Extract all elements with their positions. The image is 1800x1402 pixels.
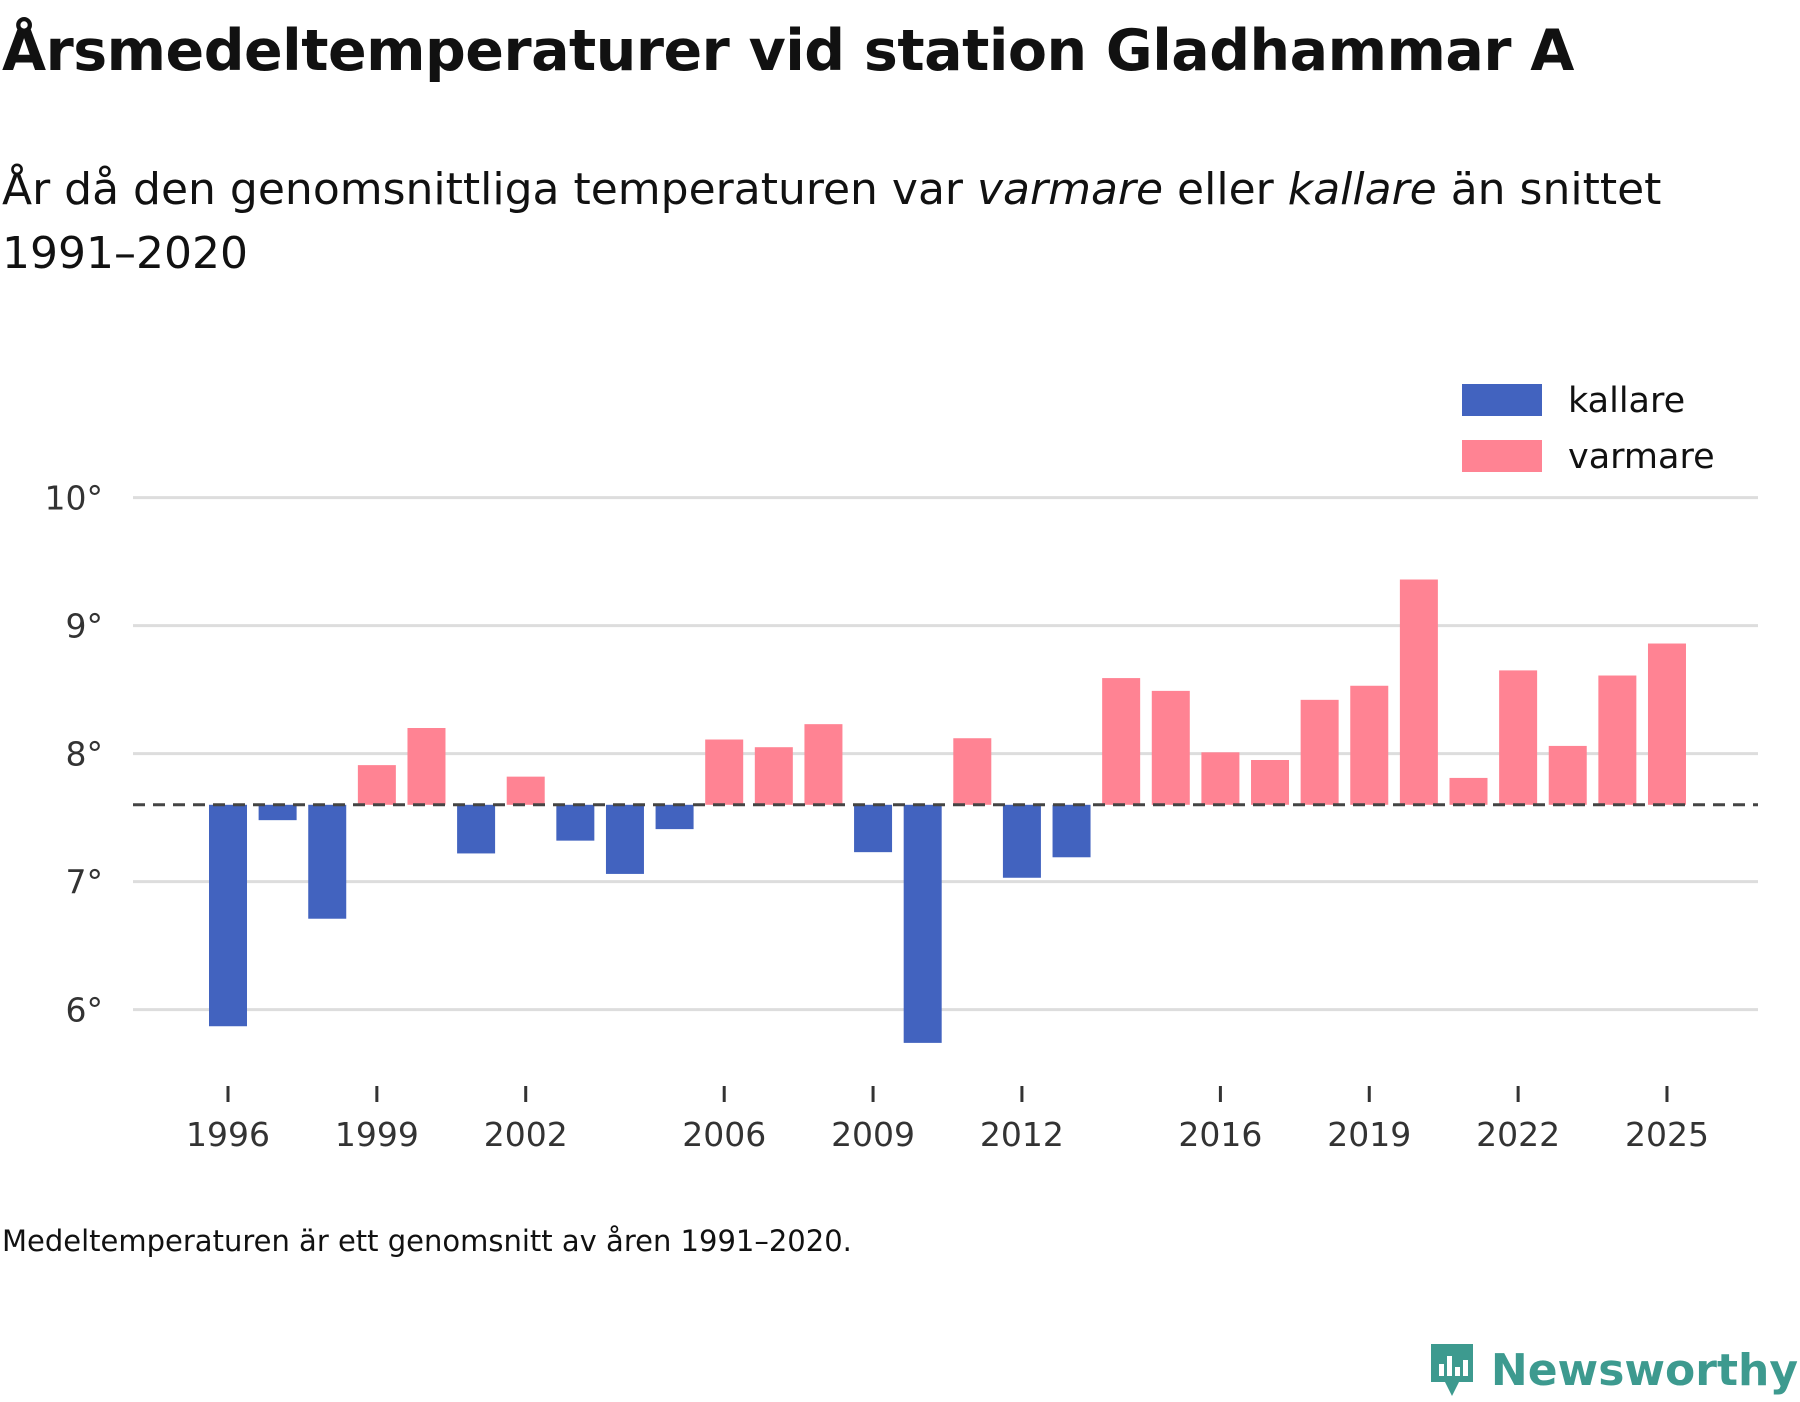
x-tick-label: 2019 [1327, 1115, 1411, 1154]
bar-2016 [1201, 752, 1240, 805]
y-tick-label: 6° [66, 991, 104, 1030]
x-tick-label: 2016 [1178, 1115, 1262, 1154]
legend-swatch-kallare [1462, 384, 1542, 416]
bar-2015 [1151, 690, 1190, 805]
footnote: Medeltemperaturen är ett genomsnitt av å… [2, 1224, 852, 1258]
bar-2022 [1499, 670, 1538, 805]
subtitle-text-3: än snittet 1991–2020 [2, 164, 1662, 279]
brand-name: Newsworthy [1490, 1344, 1798, 1396]
x-tick-label: 1999 [335, 1115, 419, 1154]
subtitle-text-2: eller [1163, 164, 1288, 215]
bars [209, 579, 1686, 1043]
subtitle-cold-word: kallare [1287, 164, 1437, 215]
x-tick-label: 2025 [1625, 1115, 1709, 1154]
y-axis-labels: 6° 7° 8° 9° 10° [45, 479, 104, 1030]
y-tick-label: 9° [66, 607, 104, 646]
temperature-bar-chart: 6° 7° 8° 9° 10° 1996 1999 2002 2006 2009 2012 2016… [45, 381, 1758, 1154]
bar-1998 [308, 804, 347, 919]
bar-2023 [1548, 745, 1587, 805]
bar-2010 [903, 804, 942, 1043]
grid-lines [133, 496, 1758, 1012]
bar-2011 [953, 738, 992, 805]
bar-1999 [357, 765, 396, 805]
bar-2004 [605, 804, 644, 874]
bar-2006 [705, 739, 744, 805]
bar-2021 [1449, 777, 1488, 805]
bar-2020 [1399, 579, 1438, 805]
bar-2000 [407, 728, 446, 805]
chart-subtitle: År då den genomsnittliga temperaturen va… [2, 158, 1702, 286]
legend-label-varmare: varmare [1568, 437, 1715, 477]
subtitle-warm-word: varmare [976, 164, 1164, 215]
x-tick-label: 2006 [682, 1115, 766, 1154]
bar-2002 [506, 776, 545, 805]
bar-2005 [655, 804, 694, 830]
x-tick-label: 2022 [1476, 1115, 1560, 1154]
bar-2018 [1300, 699, 1339, 805]
bar-2024 [1598, 675, 1637, 805]
bar-2009 [854, 804, 893, 853]
bar-2013 [1052, 804, 1091, 858]
x-axis: 1996 1999 2002 2006 2009 2012 2016 2019 2022 2025 [186, 1086, 1709, 1154]
bar-2003 [556, 804, 595, 841]
legend-swatch-varmare [1462, 440, 1542, 472]
x-tick-label: 1996 [186, 1115, 270, 1154]
x-tick-label: 2002 [484, 1115, 568, 1154]
chart-title: Årsmedeltemperaturer vid station Gladham… [2, 18, 1574, 84]
bar-2008 [804, 724, 843, 805]
bar-2001 [457, 804, 496, 854]
bar-2012 [1002, 804, 1041, 878]
y-tick-label: 7° [66, 863, 104, 902]
x-tick-label: 2012 [980, 1115, 1064, 1154]
bar-2014 [1102, 678, 1141, 805]
legend: kallare varmare [1462, 381, 1715, 477]
bar-2025 [1647, 643, 1686, 805]
brand-logo[interactable]: Newsworthy [1427, 1338, 1798, 1402]
bar-2007 [754, 747, 793, 805]
newsworthy-logo-icon [1430, 1344, 1473, 1396]
subtitle-text-1: År då den genomsnittliga temperaturen va… [2, 164, 977, 215]
bar-1996 [209, 804, 247, 1027]
bar-2017 [1251, 760, 1290, 805]
bar-1997 [258, 804, 297, 821]
bar-2019 [1350, 685, 1389, 805]
x-tick-label: 2009 [831, 1115, 915, 1154]
y-tick-label: 8° [66, 735, 104, 774]
legend-label-kallare: kallare [1568, 381, 1685, 421]
y-tick-label: 10° [45, 479, 104, 518]
